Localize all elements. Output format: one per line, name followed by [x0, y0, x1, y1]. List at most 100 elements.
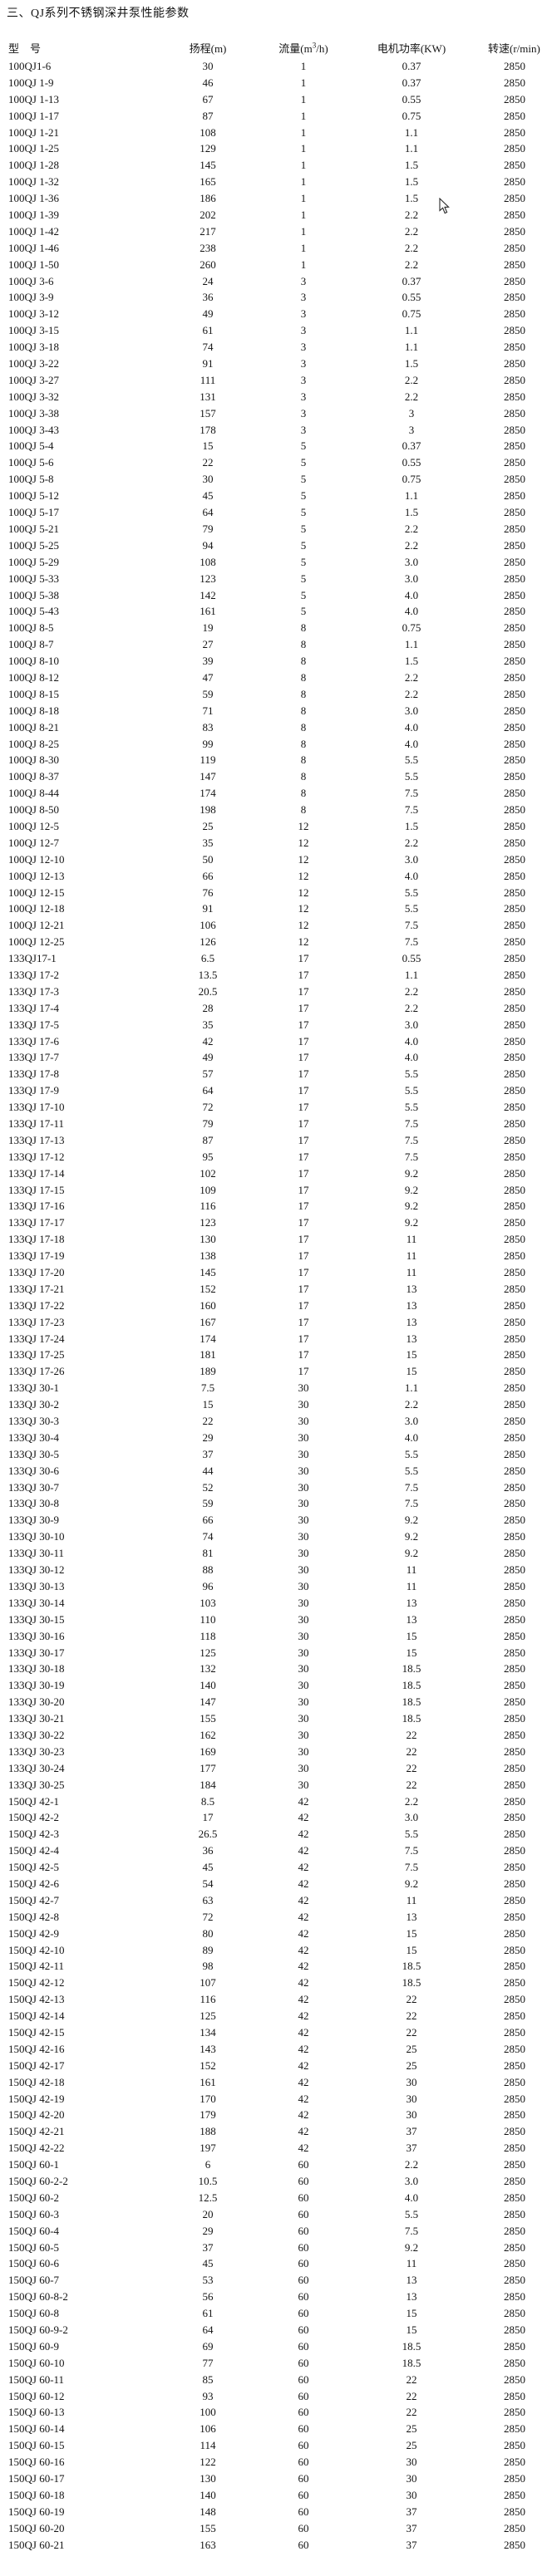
power-cell: 0.75	[402, 473, 421, 486]
head-cell: 6	[205, 2158, 211, 2171]
model-cell: 100QJ 5-6	[8, 456, 54, 469]
power-cell: 22	[406, 1728, 417, 1741]
head-cell: 26.5	[198, 1828, 218, 1841]
model-cell: 100QJ 5-33	[8, 572, 60, 585]
table-row: 133QJ 30-16 118 30 15 2850	[0, 1628, 547, 1645]
flow-cell: 1	[300, 125, 307, 139]
model-cell: 150QJ 42-4	[8, 1844, 60, 1857]
model-cell: 133QJ 30-7	[8, 1480, 60, 1494]
col-header-speed: 转速(r/min)	[488, 42, 540, 55]
table-row: 133QJ 30-21 155 30 18.5 2850	[0, 1710, 547, 1727]
head-cell: 108	[200, 555, 216, 568]
model-cell: 133QJ17-1	[8, 952, 57, 965]
speed-cell: 2850	[504, 2456, 525, 2469]
power-cell: 0.37	[402, 60, 421, 72]
flow-cell: 17	[298, 1166, 309, 1180]
model-cell: 150QJ 42-9	[8, 1926, 60, 1940]
head-cell: 116	[200, 1200, 216, 1213]
model-cell: 100QJ 3-9	[8, 291, 54, 304]
head-cell: 35	[202, 836, 214, 849]
flow-cell: 60	[298, 2389, 309, 2402]
flow-cell: 1	[300, 142, 307, 155]
head-cell: 123	[200, 572, 216, 585]
model-cell: 133QJ 17-21	[8, 1282, 65, 1295]
speed-cell: 2850	[504, 1415, 525, 1428]
flow-cell: 3	[300, 406, 307, 420]
flow-cell: 60	[298, 2175, 309, 2187]
head-cell: 100	[200, 2406, 216, 2419]
model-cell: 133QJ 30-25	[8, 1778, 65, 1791]
flow-cell: 8	[300, 720, 307, 734]
power-cell: 11	[406, 1579, 417, 1592]
flow-cell: 8	[300, 753, 307, 767]
table-row: 133QJ 17-14 102 17 9.2 2850	[0, 1165, 547, 1182]
table-row: 150QJ 60-21 163 60 37 2850	[0, 2537, 547, 2554]
table-row: 100QJ 12-21 106 12 7.5 2850	[0, 917, 547, 934]
model-cell: 133QJ 17-17	[8, 1216, 65, 1229]
model-cell: 100QJ 1-39	[8, 209, 60, 222]
head-cell: 37	[202, 1447, 214, 1460]
speed-cell: 2850	[504, 2042, 525, 2055]
speed-cell: 2850	[504, 1943, 525, 1956]
power-cell: 22	[406, 1778, 417, 1791]
head-cell: 64	[202, 2323, 214, 2337]
speed-cell: 2850	[504, 1960, 525, 1973]
power-cell: 3.0	[404, 572, 419, 585]
speed-cell: 2850	[504, 489, 525, 503]
table-row: 150QJ 60-5 37 60 9.2 2850	[0, 2240, 547, 2256]
model-cell: 150QJ 42-2	[8, 1811, 60, 1824]
table-row: 150QJ 42-3 26.5 42 5.5 2850	[0, 1826, 547, 1842]
head-cell: 161	[200, 2075, 216, 2088]
power-cell: 2.2	[404, 984, 419, 998]
model-cell: 150QJ 60-9	[8, 2339, 60, 2353]
flow-cell: 42	[298, 1926, 309, 1940]
flow-cell: 42	[298, 2042, 309, 2055]
power-cell: 7.5	[404, 1117, 419, 1130]
head-cell: 49	[202, 307, 214, 321]
head-cell: 36	[202, 1844, 214, 1857]
power-cell: 0.37	[402, 76, 421, 89]
head-cell: 79	[202, 522, 214, 535]
flow-cell: 30	[298, 1398, 309, 1411]
head-cell: 145	[200, 1266, 216, 1279]
head-cell: 46	[202, 76, 214, 89]
power-cell: 4.0	[404, 1034, 419, 1048]
speed-cell: 2850	[504, 1447, 525, 1460]
head-cell: 118	[200, 1629, 216, 1642]
head-cell: 125	[200, 1646, 216, 1659]
speed-cell: 2850	[504, 1563, 525, 1577]
table-row: 133QJ 17-24 174 17 13 2850	[0, 1331, 547, 1347]
head-cell: 189	[200, 1365, 216, 1378]
power-cell: 0.37	[402, 274, 421, 287]
model-cell: 133QJ 30-4	[8, 1430, 60, 1444]
model-cell: 100QJ 8-5	[8, 621, 54, 635]
power-cell: 5.5	[404, 1447, 419, 1460]
power-cell: 5.5	[404, 1067, 419, 1081]
model-cell: 150QJ 42-22	[8, 2142, 65, 2155]
speed-cell: 2850	[504, 2323, 525, 2337]
head-cell: 163	[200, 2538, 216, 2551]
head-cell: 77	[202, 2356, 214, 2369]
model-cell: 100QJ 1-25	[8, 142, 60, 155]
power-cell: 4.0	[404, 720, 419, 734]
head-cell: 64	[202, 506, 214, 519]
model-cell: 133QJ 17-7	[8, 1051, 60, 1064]
power-cell: 30	[406, 2472, 417, 2485]
flow-cell: 30	[298, 1712, 309, 1725]
flow-cell: 17	[298, 1315, 309, 1328]
table-row: 133QJ 30-22 162 30 22 2850	[0, 1727, 547, 1744]
head-cell: 61	[202, 324, 214, 337]
model-cell: 100QJ 5-38	[8, 588, 60, 601]
speed-cell: 2850	[504, 1662, 525, 1676]
power-cell: 3.0	[404, 852, 419, 866]
power-cell: 4.0	[404, 2191, 419, 2204]
model-cell: 133QJ 17-20	[8, 1266, 65, 1279]
head-cell: 95	[202, 1150, 214, 1163]
power-cell: 9.2	[404, 1514, 419, 1527]
power-cell: 9.2	[404, 1183, 419, 1196]
model-cell: 133QJ 30-17	[8, 1646, 65, 1659]
head-cell: 25	[202, 819, 214, 832]
speed-cell: 2850	[504, 390, 525, 403]
head-cell: 22	[202, 456, 214, 469]
power-cell: 4.0	[404, 605, 419, 618]
